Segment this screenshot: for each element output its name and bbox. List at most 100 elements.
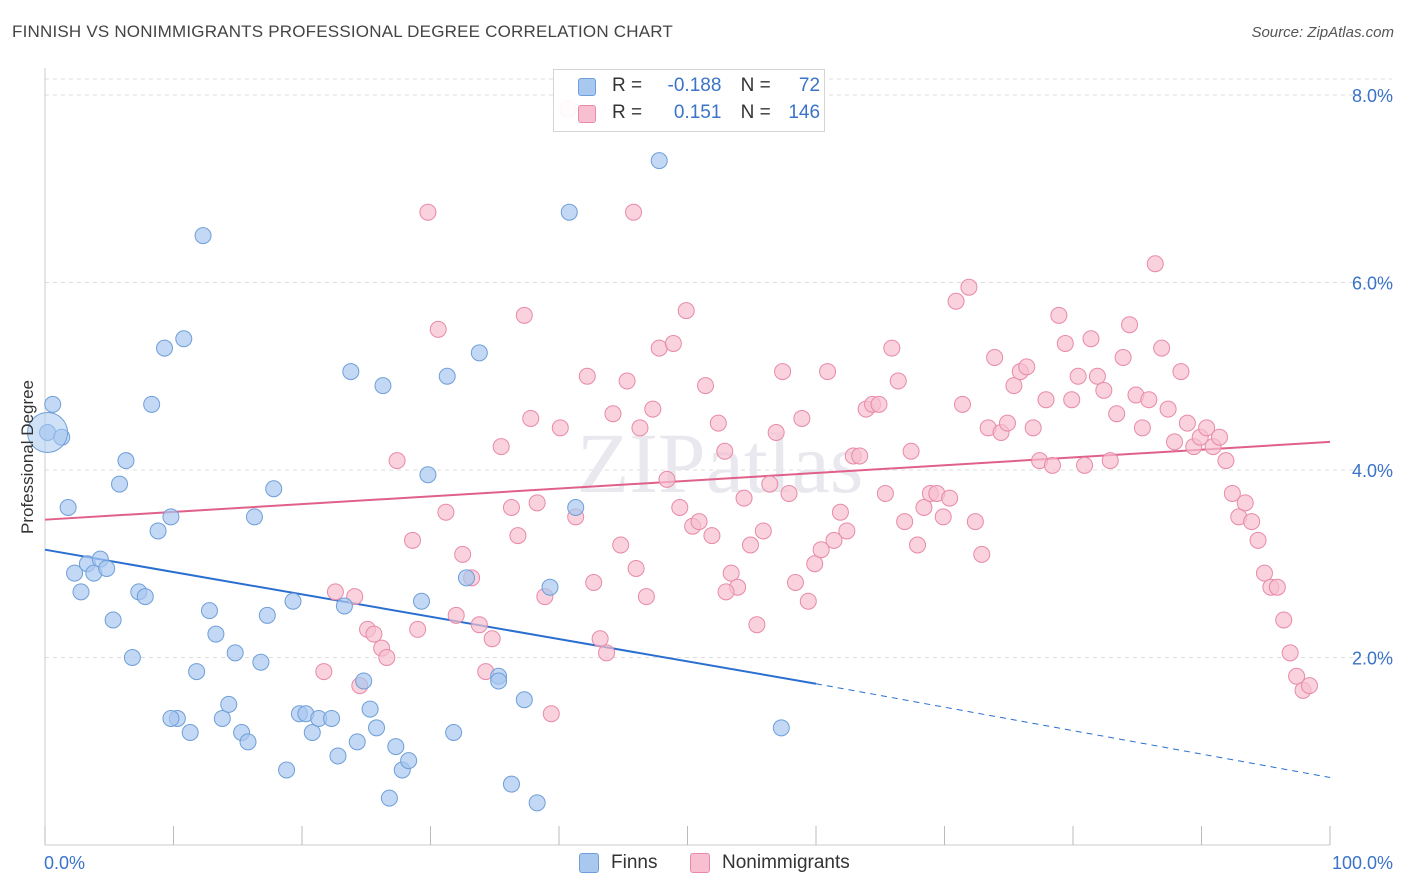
finns-point	[136, 588, 154, 606]
nonimmigrants-point	[1076, 456, 1094, 474]
nonimmigrants-point	[973, 545, 991, 563]
finns-point	[650, 152, 668, 170]
legend-item-finns[interactable]: Finns	[579, 852, 657, 874]
y-tick-label: 4.0%	[1352, 461, 1393, 481]
finns-point	[413, 592, 431, 610]
finns-point	[66, 564, 84, 582]
nonimmigrants-point	[1037, 391, 1055, 409]
nonimmigrants-point	[741, 536, 759, 554]
nonimmigrants-point	[1236, 494, 1254, 512]
nonimmigrants-point	[774, 363, 792, 381]
nonimmigrants-point	[409, 620, 427, 638]
finns-point	[111, 475, 129, 493]
finns-point	[98, 559, 116, 577]
nonimmigrants-point	[1243, 513, 1261, 531]
legend-r-label: R =	[612, 75, 643, 96]
nonimmigrants-point	[870, 395, 888, 413]
nonimmigrants-point	[625, 203, 643, 221]
nonimmigrants-point	[1268, 578, 1286, 596]
finns-point	[117, 452, 135, 470]
nonimmigrants-point	[522, 409, 540, 427]
finns-point	[72, 583, 90, 601]
nonimmigrants-point	[1101, 452, 1119, 470]
grid-lines	[45, 78, 1392, 658]
finns-point	[162, 508, 180, 526]
finns-point	[335, 597, 353, 615]
nonimmigrants-point	[735, 489, 753, 507]
nonimmigrants-point	[754, 522, 772, 540]
nonimmigrants-point	[315, 663, 333, 681]
nonimmigrants-point	[896, 513, 914, 531]
nonimmigrants-point	[470, 616, 488, 634]
nonimmigrants-point	[889, 372, 907, 390]
nonimmigrants-point	[947, 292, 965, 310]
axis-labels: 2.0% 4.0% 6.0% 8.0% 0.0% 100.0% Professional D…	[18, 86, 1393, 873]
legend-n-value: 146	[788, 102, 821, 123]
legend-label-nonimmigrants: Nonimmigrants	[722, 852, 850, 873]
nonimmigrants-point	[644, 400, 662, 418]
nonimmigrants-point	[1088, 367, 1106, 385]
finns-point	[284, 592, 302, 610]
nonimmigrants-point	[1018, 358, 1036, 376]
nonimmigrants-point	[1140, 391, 1158, 409]
nonimmigrants-point	[793, 409, 811, 427]
nonimmigrants-point	[618, 372, 636, 390]
nonimmigrants-point	[915, 499, 933, 516]
nonimmigrants-point	[1172, 363, 1190, 381]
nonimmigrants-point	[509, 527, 527, 545]
nonimmigrants-point	[1005, 377, 1023, 395]
x-tick-label: 100.0%	[1332, 853, 1393, 873]
finns-point	[502, 775, 520, 793]
nonimmigrants-point	[767, 424, 785, 441]
nonimmigrants-swatch	[690, 853, 710, 873]
finns-point	[245, 508, 263, 526]
finns-point	[567, 499, 585, 516]
nonimmigrants-point	[419, 203, 437, 221]
finns-point	[175, 330, 193, 348]
nonimmigrants-point	[966, 513, 984, 531]
finns-swatch	[578, 78, 596, 96]
nonimmigrants-point	[1166, 433, 1184, 451]
nonimmigrants-point	[696, 377, 714, 395]
correlation-legend: R = -0.188 N = 72 R = 0.151 N = 146	[553, 69, 825, 132]
finns-point	[149, 522, 167, 540]
nonimmigrants-point	[960, 278, 978, 296]
finns-point	[44, 395, 62, 413]
nonimmigrants-point	[986, 349, 1004, 366]
finns-point	[445, 724, 463, 741]
y-tick-label: 6.0%	[1352, 274, 1393, 294]
nonimmigrants-point	[664, 334, 682, 352]
nonimmigrants-point	[703, 527, 721, 545]
finns-point	[355, 672, 373, 690]
finns-point	[265, 480, 283, 498]
nonimmigrants-point	[883, 339, 901, 357]
nonimmigrants-point	[1069, 367, 1087, 385]
finns-point	[490, 672, 508, 690]
nonimmigrants-point	[551, 419, 569, 437]
nonimmigrants-point	[627, 559, 645, 577]
nonimmigrants-point	[761, 475, 779, 493]
nonimmigrants-point	[1108, 405, 1126, 423]
nonimmigrants-point	[1082, 330, 1100, 348]
finns-point	[380, 789, 398, 807]
finns-trend-line	[44, 548, 817, 685]
nonimmigrants-point	[1050, 306, 1068, 324]
nonimmigrants-point	[748, 616, 766, 634]
nonimmigrants-point	[941, 489, 959, 507]
nonimmigrants-swatch	[578, 105, 596, 123]
nonimmigrants-point	[819, 363, 837, 381]
axes	[44, 68, 1331, 846]
finns-point	[342, 363, 360, 381]
legend-item-nonimmigrants[interactable]: Nonimmigrants	[690, 852, 850, 874]
nonimmigrants-point	[326, 583, 344, 601]
nonimmigrants-point	[542, 705, 560, 723]
finns-point	[143, 395, 161, 413]
nonimmigrants-point	[515, 306, 533, 324]
finns-point	[361, 700, 379, 718]
nonimmigrants-point	[437, 503, 455, 521]
nonimmigrants-point	[1146, 255, 1164, 273]
finns-point	[181, 724, 199, 741]
nonimmigrants-point	[786, 574, 804, 591]
nonimmigrants-point	[806, 555, 824, 573]
nonimmigrants-point	[483, 630, 501, 648]
